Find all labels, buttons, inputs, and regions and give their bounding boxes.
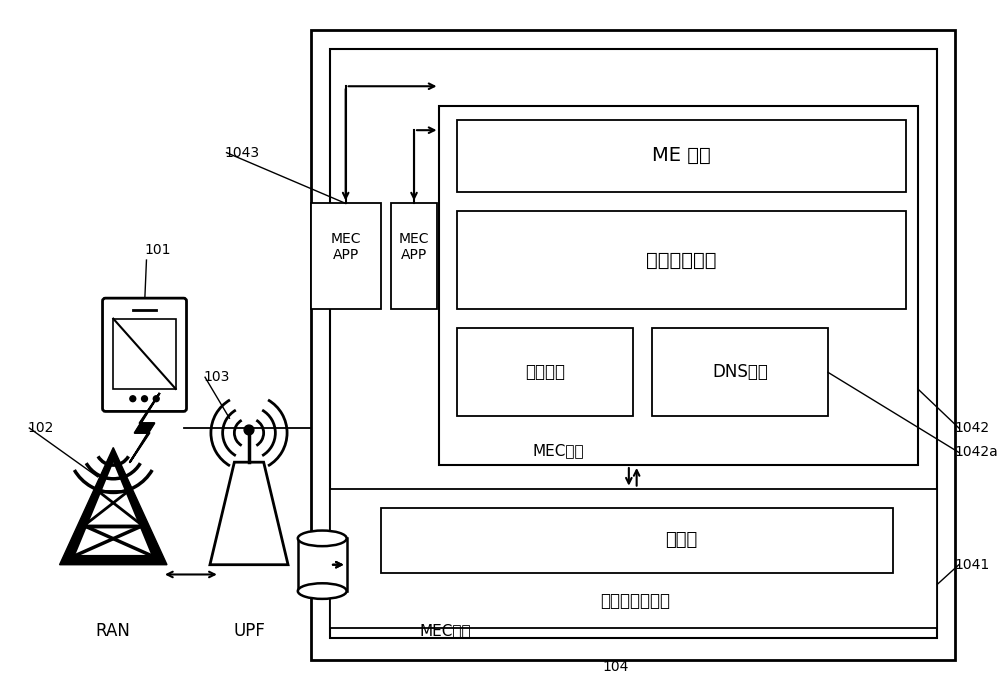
Polygon shape bbox=[130, 394, 159, 462]
Text: ME 服务: ME 服务 bbox=[652, 146, 711, 165]
Bar bbox=[311, 30, 955, 661]
Polygon shape bbox=[72, 462, 154, 557]
Text: MEC平台: MEC平台 bbox=[532, 443, 584, 458]
Bar bbox=[298, 538, 347, 591]
Circle shape bbox=[153, 396, 159, 401]
Text: 1041: 1041 bbox=[954, 558, 989, 571]
Circle shape bbox=[130, 396, 136, 401]
Ellipse shape bbox=[298, 531, 347, 546]
Polygon shape bbox=[210, 462, 288, 565]
Bar bbox=[330, 49, 937, 638]
Circle shape bbox=[244, 425, 254, 435]
Text: 101: 101 bbox=[145, 243, 171, 257]
Text: DNS规则: DNS规则 bbox=[712, 363, 768, 381]
Text: MEC
APP: MEC APP bbox=[330, 232, 361, 263]
Text: UPF: UPF bbox=[233, 622, 265, 640]
Text: RAN: RAN bbox=[96, 622, 131, 640]
Circle shape bbox=[142, 396, 147, 401]
Bar bbox=[457, 328, 633, 416]
Text: 102: 102 bbox=[27, 421, 54, 435]
Bar bbox=[330, 489, 937, 628]
Text: 虚拟化基础设施: 虚拟化基础设施 bbox=[600, 592, 670, 610]
Bar bbox=[311, 203, 381, 309]
Text: 1042a: 1042a bbox=[954, 446, 998, 460]
Text: MEC主机: MEC主机 bbox=[420, 623, 472, 638]
Bar bbox=[439, 106, 918, 465]
Text: MEC
APP: MEC APP bbox=[399, 232, 429, 263]
Text: 103: 103 bbox=[203, 370, 229, 384]
Bar bbox=[391, 203, 437, 309]
Ellipse shape bbox=[298, 583, 347, 599]
Bar bbox=[652, 328, 828, 416]
Bar bbox=[457, 211, 906, 309]
Text: 规则控制: 规则控制 bbox=[525, 363, 565, 381]
Text: 服务注册中心: 服务注册中心 bbox=[646, 251, 717, 269]
Text: 1043: 1043 bbox=[225, 146, 260, 160]
Text: 数据面: 数据面 bbox=[665, 531, 698, 549]
Bar bbox=[381, 508, 893, 573]
FancyBboxPatch shape bbox=[103, 298, 187, 411]
Bar bbox=[113, 319, 176, 389]
Text: 1042: 1042 bbox=[954, 421, 989, 435]
Bar bbox=[457, 120, 906, 191]
Text: 104: 104 bbox=[602, 660, 628, 674]
Polygon shape bbox=[60, 448, 167, 565]
